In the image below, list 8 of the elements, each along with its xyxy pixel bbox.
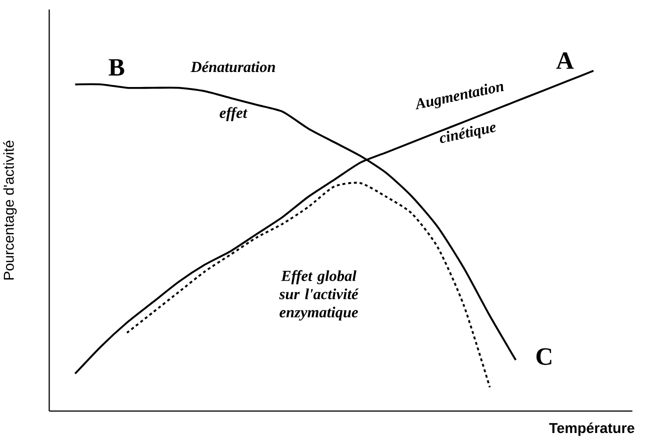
annotation: B xyxy=(108,59,124,76)
text: A xyxy=(556,52,574,69)
text: Dénaturation effet xyxy=(190,61,275,121)
y-axis-title: Pourcentage d'activité xyxy=(3,140,17,280)
annotation: C xyxy=(536,348,552,365)
annotation: Augmentation cinétique xyxy=(416,84,504,143)
x-axis-title: Température xyxy=(549,422,634,436)
annotation: Effet global sur l'activité enzymatique xyxy=(279,270,359,320)
